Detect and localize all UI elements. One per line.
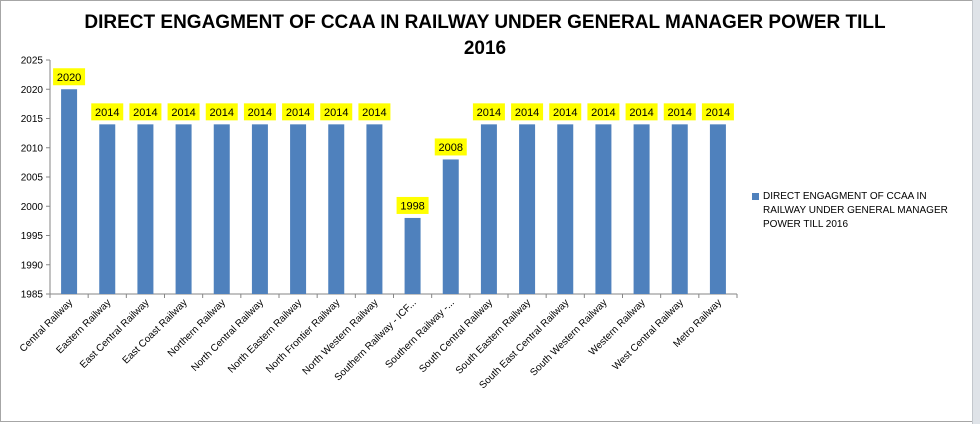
data-label-bg xyxy=(282,103,315,121)
data-label: 2014 xyxy=(629,107,653,119)
chart-title: DIRECT ENGAGMENT OF CCAA IN RAILWAY UNDE… xyxy=(84,12,886,59)
bar xyxy=(290,124,307,294)
data-label: 2008 xyxy=(439,142,463,154)
data-label-bg xyxy=(167,103,200,121)
data-label: 2014 xyxy=(553,107,577,119)
data-label-bg xyxy=(663,103,696,121)
y-tick-label: 1995 xyxy=(21,231,44,242)
data-label: 2014 xyxy=(286,107,310,119)
bar xyxy=(671,124,688,294)
data-label: 2014 xyxy=(591,107,615,119)
bar xyxy=(633,124,650,294)
data-label-bg xyxy=(91,103,124,121)
window-edge-strip xyxy=(972,0,980,424)
data-label: 2014 xyxy=(668,107,692,119)
data-label-bg xyxy=(396,196,429,214)
category-label: Southern Railway -... xyxy=(383,297,456,370)
data-label-bg xyxy=(587,103,620,121)
data-label-bg xyxy=(53,68,86,86)
y-tick-label: 1985 xyxy=(21,290,44,301)
bar xyxy=(404,217,421,294)
data-label: 2014 xyxy=(477,107,501,119)
data-label: 2014 xyxy=(133,107,157,119)
data-label: 2014 xyxy=(248,107,272,119)
y-tick-label: 2000 xyxy=(21,202,44,213)
category-label: West Central Railway xyxy=(611,297,686,372)
data-label-bg xyxy=(129,103,162,121)
category-label: South Western Railway xyxy=(528,297,609,378)
bar xyxy=(137,124,154,294)
category-label: North Eastern Railway xyxy=(226,297,304,375)
category-label: South Eastern Railway xyxy=(454,297,533,376)
category-label: East Central Railway xyxy=(78,297,151,370)
category-label: North Western Railway xyxy=(301,297,381,377)
bar xyxy=(213,124,230,294)
data-label-bg xyxy=(320,103,353,121)
category-label: North Frontier Railway xyxy=(264,297,342,375)
bar xyxy=(480,124,497,294)
y-tick-label: 2010 xyxy=(21,143,44,154)
bar xyxy=(251,124,268,294)
bar xyxy=(61,89,78,294)
bar xyxy=(595,124,612,294)
bar xyxy=(442,159,459,294)
bar xyxy=(709,124,726,294)
legend: DIRECT ENGAGMENT OF CCAA IN RAILWAY UNDE… xyxy=(752,190,962,232)
data-label: 2020 xyxy=(57,72,81,84)
data-label-bg xyxy=(701,103,734,121)
bar xyxy=(99,124,116,294)
data-label-bg xyxy=(358,103,391,121)
y-tick-label: 2015 xyxy=(21,114,44,125)
data-label: 2014 xyxy=(706,107,730,119)
y-tick-label: 1990 xyxy=(21,260,44,271)
legend-label: DIRECT ENGAGMENT OF CCAA IN RAILWAY UNDE… xyxy=(763,191,948,230)
y-tick-label: 2020 xyxy=(21,85,44,96)
data-label: 2014 xyxy=(95,107,119,119)
category-label: South Central Railway xyxy=(417,297,495,375)
y-tick-label: 2025 xyxy=(21,56,44,67)
data-label: 2014 xyxy=(210,107,234,119)
legend-swatch xyxy=(752,193,759,200)
data-label-bg xyxy=(549,103,582,121)
bar xyxy=(557,124,574,294)
category-label: North Central Railway xyxy=(189,297,266,374)
data-label-bg xyxy=(511,103,544,121)
category-label: East Coast Railway xyxy=(121,297,190,366)
data-label: 2014 xyxy=(362,107,386,119)
bar xyxy=(175,124,192,294)
data-label-bg xyxy=(472,103,505,121)
bar xyxy=(519,124,536,294)
bar xyxy=(366,124,383,294)
data-label: 2014 xyxy=(515,107,539,119)
data-label: 2014 xyxy=(324,107,348,119)
data-label: 1998 xyxy=(400,200,424,212)
data-label: 2014 xyxy=(171,107,195,119)
y-tick-label: 2005 xyxy=(21,173,44,184)
data-label-bg xyxy=(205,103,238,121)
data-label-bg xyxy=(625,103,658,121)
bar xyxy=(328,124,345,294)
data-label-bg xyxy=(434,138,467,156)
data-label-bg xyxy=(243,103,276,121)
